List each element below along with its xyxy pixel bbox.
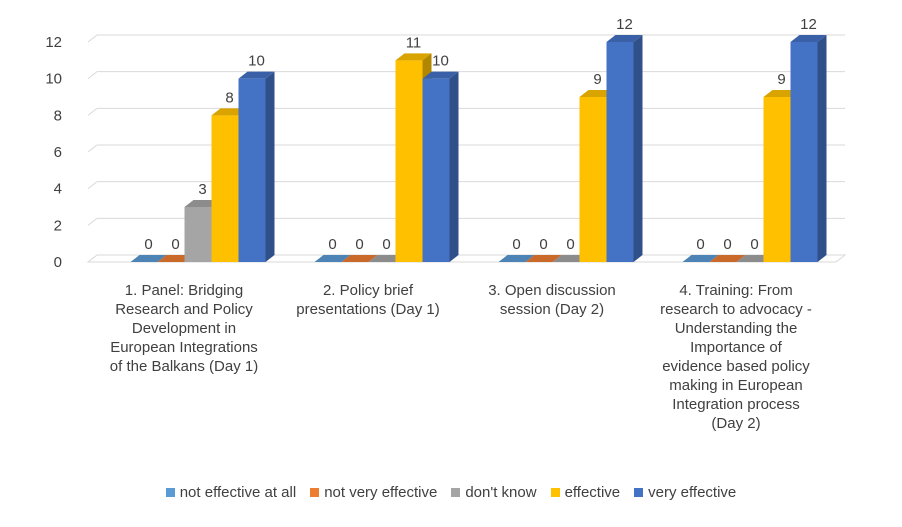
- bar: [238, 78, 266, 263]
- legend-label: not effective at all: [179, 484, 297, 501]
- bar-chart: 0 2 4 6 8 10 12 0 0 3 8 10 0 0 0 11 10 0 0 0 9 12 0 0 0 9 12: [45, 16, 847, 271]
- gridline-diagonal: [87, 217, 98, 226]
- bar: [395, 60, 423, 263]
- bar: [184, 207, 212, 262]
- bar-top: [525, 255, 562, 262]
- legend-label: effective: [564, 484, 621, 501]
- bar: [422, 78, 450, 263]
- bar-side: [265, 71, 275, 263]
- y-tick-label: 12: [45, 34, 62, 51]
- legend-item: not very effective: [310, 484, 437, 501]
- category-label: 4. Training: From research to advocacy -…: [660, 282, 812, 432]
- gridline-diagonal: [87, 107, 98, 116]
- data-label: 3: [198, 181, 206, 198]
- bar: [211, 115, 239, 262]
- bar-top: [682, 255, 719, 262]
- bars: [130, 35, 827, 263]
- legend-label: not very effective: [324, 484, 438, 501]
- legend-swatch: [550, 488, 560, 497]
- bar-top: [238, 71, 275, 79]
- bar-top: [498, 255, 535, 262]
- data-label: 0: [355, 236, 363, 253]
- bar-top: [395, 53, 432, 61]
- bar: [763, 97, 791, 262]
- legend-swatch: [165, 488, 175, 497]
- legend-swatch: [310, 488, 320, 497]
- data-label: 0: [539, 236, 547, 253]
- category-label: 1. Panel: Bridging Research and Policy D…: [109, 282, 259, 375]
- data-label: 8: [225, 89, 233, 106]
- data-label: 12: [800, 16, 817, 33]
- data-label: 0: [723, 236, 731, 253]
- legend-item: effective: [550, 484, 621, 501]
- bar: [579, 97, 607, 262]
- data-label: 0: [144, 236, 152, 253]
- legend-item: don't know: [451, 484, 537, 501]
- gridline-diagonal: [87, 181, 98, 190]
- data-label: 0: [328, 236, 336, 253]
- data-label: 0: [382, 236, 390, 253]
- gridline-diagonal: [87, 71, 98, 80]
- data-label: 0: [171, 236, 179, 253]
- bar-top: [606, 35, 643, 42]
- data-label: 0: [512, 236, 520, 253]
- data-label: 0: [566, 236, 574, 253]
- y-tick-label: 10: [45, 71, 62, 88]
- legend-item: very effective: [634, 484, 736, 501]
- bar-top: [422, 71, 459, 79]
- data-label: 10: [248, 53, 265, 70]
- data-label: 10: [432, 53, 449, 70]
- bar-top: [130, 255, 167, 262]
- data-label: 11: [406, 34, 422, 51]
- gridline-diagonal: [87, 144, 98, 153]
- data-label: 0: [750, 236, 758, 253]
- legend-swatch: [634, 488, 644, 497]
- bar-top: [709, 255, 746, 262]
- bar-side: [633, 35, 643, 262]
- data-label: 9: [593, 71, 601, 88]
- category-label: 2. Policy brief presentations (Day 1): [296, 282, 440, 318]
- legend-swatch: [451, 488, 461, 497]
- category-label: 3. Open discussion session (Day 2): [488, 282, 616, 318]
- bar-top: [314, 255, 351, 262]
- y-tick-label: 4: [54, 181, 62, 198]
- y-tick-label: 6: [54, 144, 62, 161]
- legend-label: very effective: [648, 484, 737, 501]
- gridline-diagonal: [87, 34, 98, 43]
- legend-item: not effective at all: [165, 484, 297, 501]
- bar: [606, 42, 634, 262]
- data-label: 12: [616, 16, 633, 33]
- y-axis: 0 2 4 6 8 10 12: [45, 34, 62, 271]
- y-tick-label: 2: [54, 217, 62, 234]
- legend-label: don't know: [465, 484, 537, 501]
- bar: [790, 42, 818, 262]
- bar-side: [817, 35, 827, 262]
- y-tick-label: 8: [54, 107, 62, 124]
- data-label: 0: [696, 236, 704, 253]
- y-tick-label: 0: [54, 254, 62, 271]
- legend: not effective at all not very effective do…: [0, 484, 902, 501]
- data-label: 9: [777, 71, 785, 88]
- bar-side: [449, 71, 459, 263]
- bar-top: [790, 35, 827, 42]
- data-labels: 0 0 3 8 10 0 0 0 11 10 0 0 0 9 12 0 0 0 9 12: [144, 16, 817, 253]
- bar-top: [341, 255, 378, 262]
